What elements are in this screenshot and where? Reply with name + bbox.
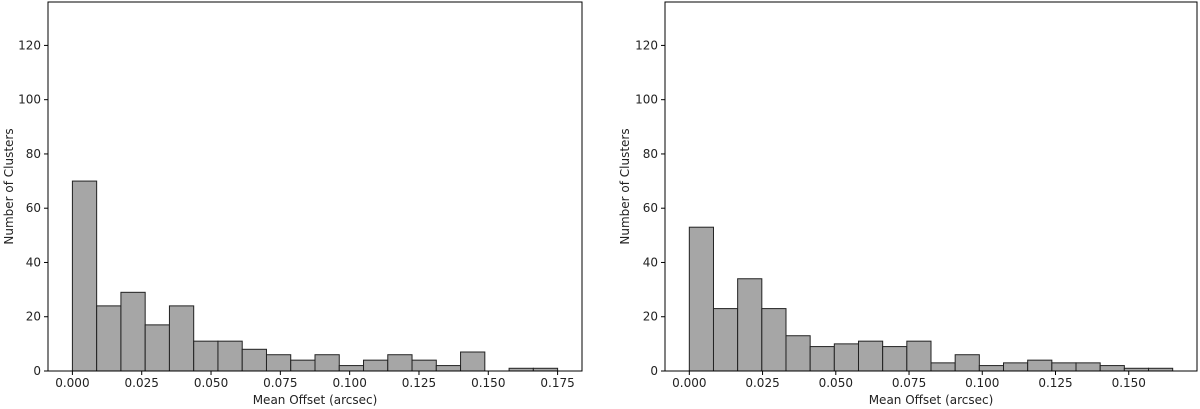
histogram-bar — [785, 335, 811, 372]
y-tick-label: 20 — [643, 310, 658, 324]
histogram-bar — [460, 351, 486, 372]
y-tick-label: 120 — [18, 38, 41, 52]
x-axis-label: Mean Offset (arcsec) — [869, 393, 994, 407]
histogram-bar — [930, 362, 956, 372]
x-tick-label: 0.100 — [965, 376, 999, 390]
histogram-bar — [978, 365, 1005, 372]
histogram-bar — [314, 354, 340, 372]
histogram-bar — [217, 340, 243, 372]
x-tick-label: 0.100 — [332, 376, 366, 390]
plot-frame — [47, 1, 583, 372]
y-tick-label: 40 — [26, 255, 41, 269]
y-tick-label: 60 — [26, 201, 41, 215]
plot-frame — [664, 1, 1198, 372]
y-axis-label: Number of Clusters — [2, 128, 16, 244]
histogram-bar — [809, 346, 835, 372]
x-tick-label: 0.150 — [471, 376, 505, 390]
histogram-bar — [1075, 362, 1101, 372]
histogram-bar — [241, 348, 267, 372]
x-tick-label: 0.025 — [125, 376, 159, 390]
y-axis-label: Number of Clusters — [618, 128, 632, 244]
histogram-bar — [144, 324, 170, 372]
x-axis-label: Mean Offset (arcsec) — [253, 393, 378, 407]
histogram-panel-1: 0.000 0.025 0.050 0.075 0.100 0.125 0.150 0.175… — [2, 1, 583, 407]
histogram-bar — [1099, 365, 1125, 372]
y-tick-label: 120 — [635, 38, 658, 52]
x-tick-label: 0.150 — [1112, 376, 1146, 390]
y-tick-label: 20 — [26, 310, 41, 324]
histogram-bar — [168, 305, 195, 372]
histogram-bar — [1003, 362, 1029, 372]
histogram-bar — [1027, 359, 1053, 372]
histogram-bar — [882, 346, 908, 372]
x-tick-label: 0.075 — [892, 376, 926, 390]
histogram-bar — [71, 180, 98, 372]
y-tick-label: 100 — [635, 93, 658, 107]
histogram-bar — [435, 365, 462, 372]
x-tick-label: 0.125 — [1038, 376, 1072, 390]
x-tick-label: 0.000 — [672, 376, 706, 390]
histogram-panel-2: 0.000 0.025 0.050 0.075 0.100 0.125 0.150 0 20 40… — [618, 1, 1198, 407]
histogram-bar — [96, 305, 122, 372]
y-tick-label: 0 — [650, 364, 658, 378]
y-tick-label: 60 — [643, 201, 658, 215]
x-tick-label: 0.125 — [402, 376, 436, 390]
histogram-bar — [712, 308, 739, 372]
x-tick-label: 0.075 — [263, 376, 297, 390]
histogram-bar — [833, 343, 859, 372]
histogram-bar — [857, 340, 884, 372]
histogram-bar — [120, 291, 146, 372]
y-tick-label: 0 — [33, 364, 41, 378]
y-tick-label: 40 — [643, 255, 658, 269]
histogram-bar — [290, 359, 316, 372]
x-tick-label: 0.175 — [540, 376, 574, 390]
x-tick-label: 0.050 — [819, 376, 853, 390]
histogram-bar — [411, 359, 437, 372]
y-tick-label: 100 — [18, 93, 41, 107]
histogram-bar — [761, 308, 787, 372]
histogram-bar — [265, 354, 292, 372]
histogram-bar — [338, 365, 365, 372]
histogram-bar — [387, 354, 413, 372]
histogram-bar — [363, 359, 389, 372]
histogram-bar — [688, 226, 714, 372]
histogram-bar — [906, 340, 932, 372]
y-tick-label: 80 — [26, 147, 41, 161]
x-tick-label: 0.050 — [194, 376, 228, 390]
histogram-bar — [1051, 362, 1077, 372]
histogram-bar — [193, 340, 219, 372]
x-tick-label: 0.000 — [55, 376, 89, 390]
x-tick-label: 0.025 — [745, 376, 779, 390]
y-tick-label: 80 — [643, 147, 658, 161]
histogram-bar — [954, 354, 980, 372]
histogram-bar — [737, 278, 763, 372]
